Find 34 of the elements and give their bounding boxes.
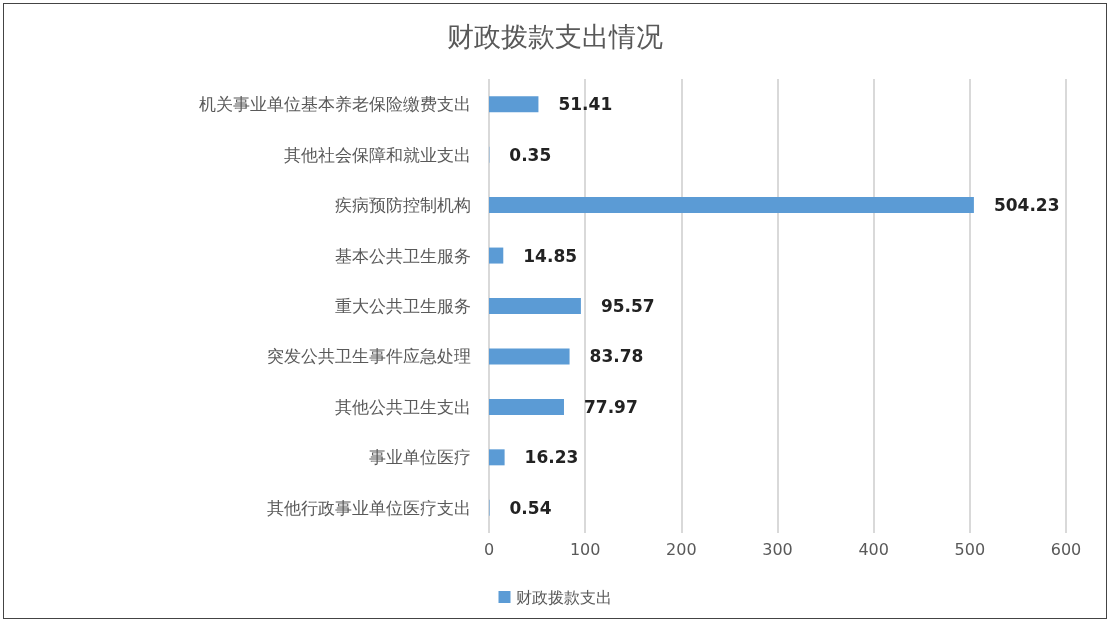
- y-tick-label: 其他行政事业单位医疗支出: [267, 497, 471, 518]
- bar: [489, 247, 504, 264]
- x-tick-label: 0: [483, 539, 495, 559]
- x-tick-label: 400: [858, 539, 889, 559]
- data-label: 0.35: [509, 144, 552, 165]
- data-label: 51.41: [558, 94, 613, 115]
- data-label: 0.54: [509, 497, 552, 518]
- x-tick-label: 600: [1050, 539, 1082, 559]
- y-tick-label: 事业单位医疗: [369, 447, 471, 468]
- data-label: 504.23: [993, 195, 1060, 216]
- bar: [489, 348, 570, 365]
- y-tick-label: 疾病预防控制机构: [335, 195, 471, 216]
- y-tick-label: 其他社会保障和就业支出: [284, 144, 471, 165]
- data-label: 95.57: [600, 296, 655, 316]
- y-tick-label: 重大公共卫生服务: [335, 296, 471, 316]
- x-tick-label: 200: [666, 539, 697, 559]
- bar: [489, 398, 564, 415]
- data-label: 83.78: [589, 346, 644, 367]
- legend-label: 财政拨款支出: [515, 587, 612, 607]
- x-tick-label: 500: [954, 539, 986, 559]
- chart-title: 财政拨款支出情况: [447, 21, 663, 52]
- bar: [489, 96, 539, 113]
- data-label: 14.85: [523, 245, 578, 266]
- bar: [489, 197, 974, 214]
- bar: [489, 449, 505, 466]
- y-tick-label: 突发公共卫生事件应急处理: [267, 346, 471, 367]
- y-tick-label: 机关事业单位基本养老保险缴费支出: [199, 94, 471, 115]
- x-tick-label: 100: [569, 539, 601, 559]
- y-tick-label: 其他公共卫生支出: [335, 396, 471, 417]
- x-tick-label: 300: [762, 539, 793, 559]
- data-label: 77.97: [583, 396, 638, 417]
- bar: [489, 298, 581, 314]
- data-label: 16.23: [524, 447, 579, 468]
- y-tick-label: 基本公共卫生服务: [335, 245, 471, 266]
